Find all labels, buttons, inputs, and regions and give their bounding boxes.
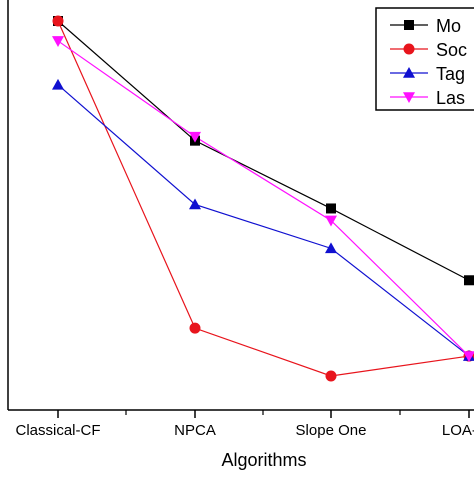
x-tick-label: Classical-CF [15,422,100,439]
x-tick-label: LOA-FS [442,422,474,439]
data-point [326,371,337,382]
x-tick-label: Slope One [296,422,367,439]
data-point [464,275,474,285]
series-line [58,85,469,356]
data-point [325,242,337,253]
data-point [52,36,64,47]
legend-label: Mo [436,16,461,36]
legend-label: Soc [436,40,467,60]
legend-label: Las [436,88,465,108]
data-point [190,323,201,334]
x-tick-label: NPCA [174,422,216,439]
data-point [53,16,64,27]
x-axis-title: Algorithms [221,450,306,470]
legend-marker [404,44,415,55]
legend-marker [404,20,414,30]
legend: Mo Soc Tag Las [376,8,474,110]
legend-label: Tag [436,64,465,84]
data-point [326,203,336,213]
data-point [52,79,64,90]
